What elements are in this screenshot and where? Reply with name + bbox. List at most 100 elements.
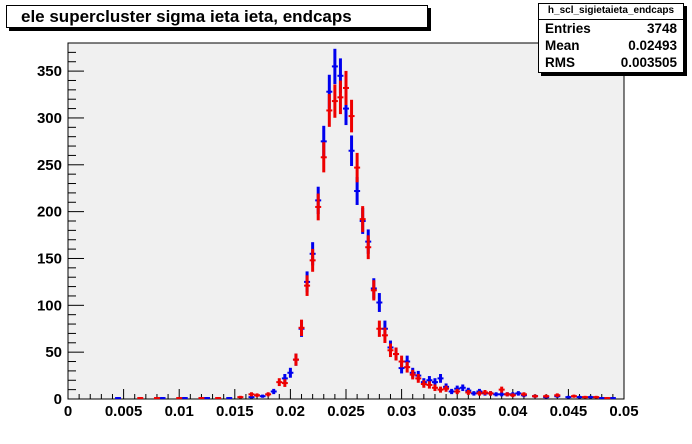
data-point [181,397,188,400]
stats-row-mean: Mean 0.02493 [539,37,683,54]
data-point [409,369,416,380]
stats-row-entries: Entries 3748 [539,20,683,37]
data-point [376,320,383,337]
data-point [587,395,594,399]
data-point [454,388,461,395]
stats-label-mean: Mean [545,38,580,53]
data-point [348,99,355,133]
data-point [565,395,572,399]
data-point [598,397,605,400]
data-point [326,94,333,127]
data-point [570,394,577,398]
data-point [292,353,299,366]
data-point [265,392,272,397]
stats-label-entries: Entries [545,21,591,36]
data-point [398,355,405,368]
data-point [420,380,427,388]
axis-ticks: 0 0.005 0.01 0.015 0.02 0.025 0.03 0.035 0.04 0.0… [37,51,639,420]
data-point [248,392,255,397]
data-point [115,397,122,400]
data-point [304,275,311,296]
y-tick-label: 150 [37,250,62,267]
data-point [437,386,444,393]
data-point [609,397,616,400]
data-point [276,378,283,387]
data-point [376,293,383,312]
data-point [287,367,294,378]
data-point [520,392,527,397]
data-point [320,142,327,173]
data-point [331,84,338,118]
chart-title-box: ele supercluster sigma ieta ieta, endcap… [6,5,428,28]
x-tick-label: 0.005 [105,403,143,420]
y-tick-label: 250 [37,157,62,174]
data-point [176,397,183,400]
data-point [237,395,244,399]
stats-row-rms: RMS 0.003505 [539,54,683,71]
data-point [365,235,372,260]
data-point [437,373,444,383]
data-point [504,392,511,397]
data-point [259,394,266,398]
x-tick-label: 0.04 [498,403,528,420]
data-point [582,395,589,399]
data-point [370,280,377,301]
y-tick-label: 0 [54,391,62,408]
x-tick-label: 0 [64,403,72,420]
data-point [270,388,277,395]
data-point [381,327,388,343]
data-point [137,397,144,400]
y-tick-label: 350 [37,63,62,80]
data-point [415,373,422,383]
data-point [482,390,488,395]
data-point [431,384,438,392]
data-point [465,390,472,395]
data-point [309,248,316,272]
data-point [159,397,166,400]
data-point [426,381,433,389]
x-tick-label: 0.035 [438,403,476,420]
x-tick-label: 0.025 [327,403,365,420]
stats-box: h_scl_sigietaieta_endcaps Entries 3748 M… [538,3,684,73]
x-tick-label: 0.03 [387,403,416,420]
stats-histogram-name: h_scl_sigietaieta_endcaps [539,4,683,20]
series-2 [137,70,611,400]
x-tick-label: 0.05 [609,403,638,420]
data-point [470,391,477,396]
data-point [348,135,355,167]
data-point [476,391,483,396]
data-point [404,361,411,373]
data-point [554,393,561,398]
stats-value-mean: 0.02493 [628,38,677,53]
x-tick-label: 0.015 [216,403,254,420]
data-point [359,206,366,233]
data-point [281,379,288,387]
y-tick-label: 200 [37,204,62,221]
data-point [387,343,394,358]
data-point [493,392,500,397]
y-tick-label: 50 [45,344,62,361]
data-point [337,80,344,115]
data-point [593,395,600,399]
x-tick-label: 0.01 [165,403,194,420]
stats-value-rms: 0.003505 [620,55,677,70]
data-point [215,397,222,400]
data-point [604,397,611,400]
data-point [204,397,210,400]
data-point [487,391,494,396]
data-point [354,152,361,183]
stats-value-entries: 3748 [646,21,677,36]
data-point [226,397,233,400]
data-point [315,193,322,221]
data-point [459,384,466,392]
data-point [509,393,516,398]
data-point [498,392,505,397]
data-point [393,347,400,361]
data-point [515,391,522,396]
data-point [532,394,539,398]
x-tick-label: 0.02 [276,403,305,420]
data-point [343,70,349,106]
data-point [254,393,261,398]
chart-title: ele supercluster sigma ieta ieta, endcap… [21,6,352,26]
